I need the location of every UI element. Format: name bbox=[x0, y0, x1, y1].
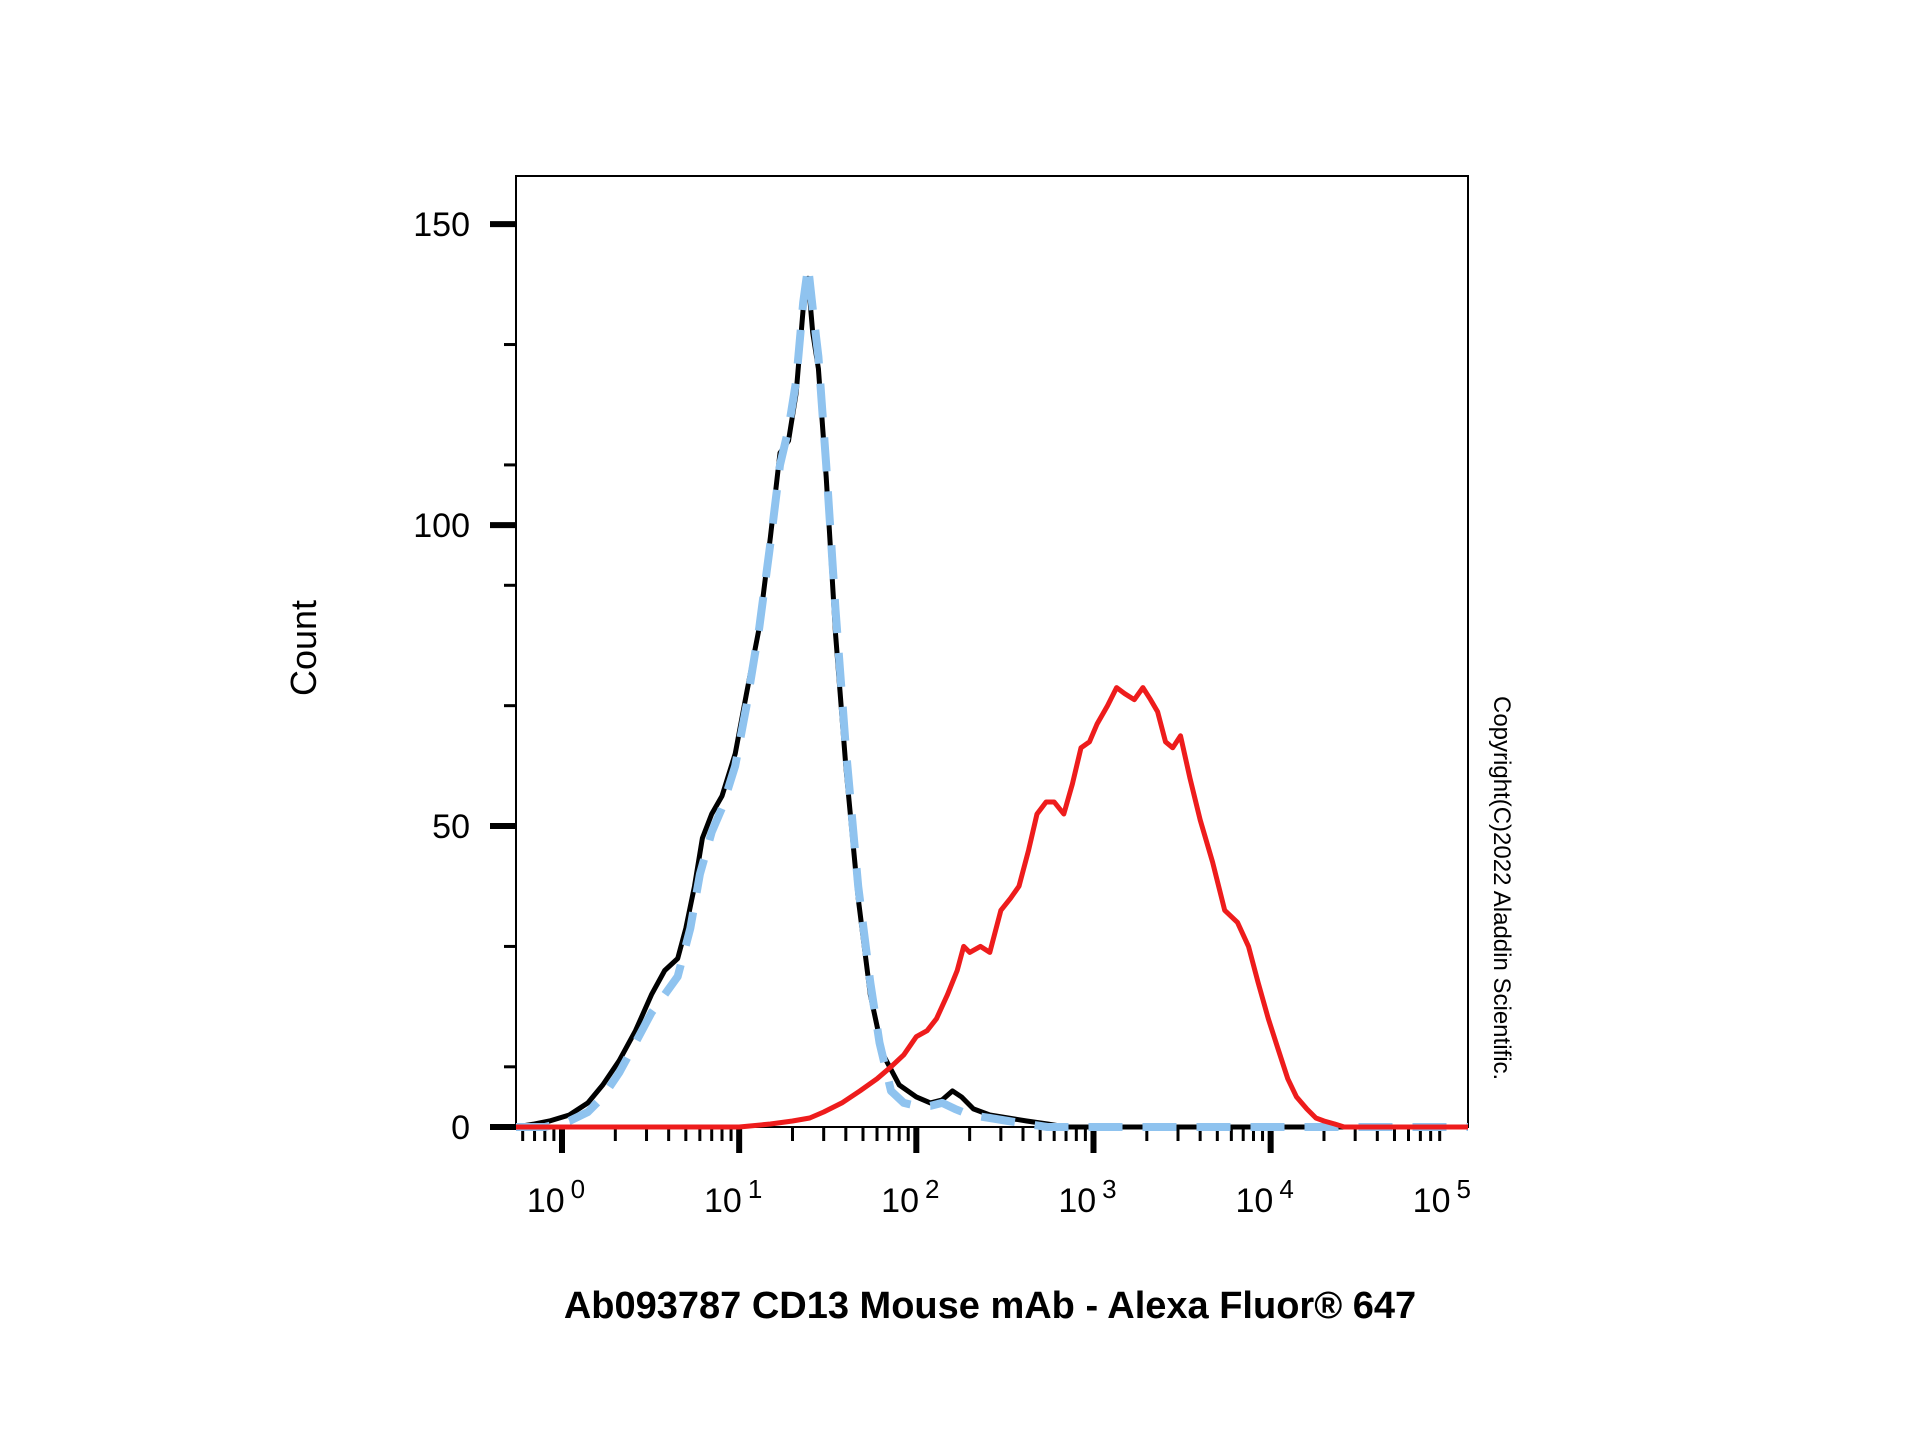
x-tick-label: 10 0 bbox=[527, 1174, 585, 1220]
series-line-2 bbox=[516, 262, 1468, 1131]
y-tick-label: 150 bbox=[413, 206, 470, 244]
y-tick-label: 50 bbox=[432, 808, 470, 846]
copyright-annotation: Copyright(C)2022 Aladdin Scientific. bbox=[1488, 696, 1515, 1080]
y-tick-label: 0 bbox=[451, 1109, 470, 1147]
x-tick-label: 10 1 bbox=[704, 1174, 762, 1220]
y-axis: 0 50 100 150 bbox=[413, 206, 516, 1147]
x-tick-label: 10 4 bbox=[1236, 1174, 1294, 1220]
y-tick-label: 100 bbox=[413, 507, 470, 545]
x-tick-label: 10 3 bbox=[1058, 1174, 1116, 1220]
y-axis-title: Count bbox=[283, 600, 324, 696]
series-line-3 bbox=[516, 685, 1468, 1130]
x-axis: 10 0 10 1 10 2 10 3 10 4 10 5 bbox=[516, 1126, 1471, 1220]
x-tick-label: 10 2 bbox=[881, 1174, 939, 1220]
series-layer bbox=[515, 262, 1468, 1131]
series-line-1 bbox=[515, 275, 1468, 1130]
x-axis-title: Ab093787 CD13 Mouse mAb - Alexa Fluor® 6… bbox=[564, 1285, 1416, 1327]
x-tick-label: 10 5 bbox=[1413, 1174, 1471, 1220]
